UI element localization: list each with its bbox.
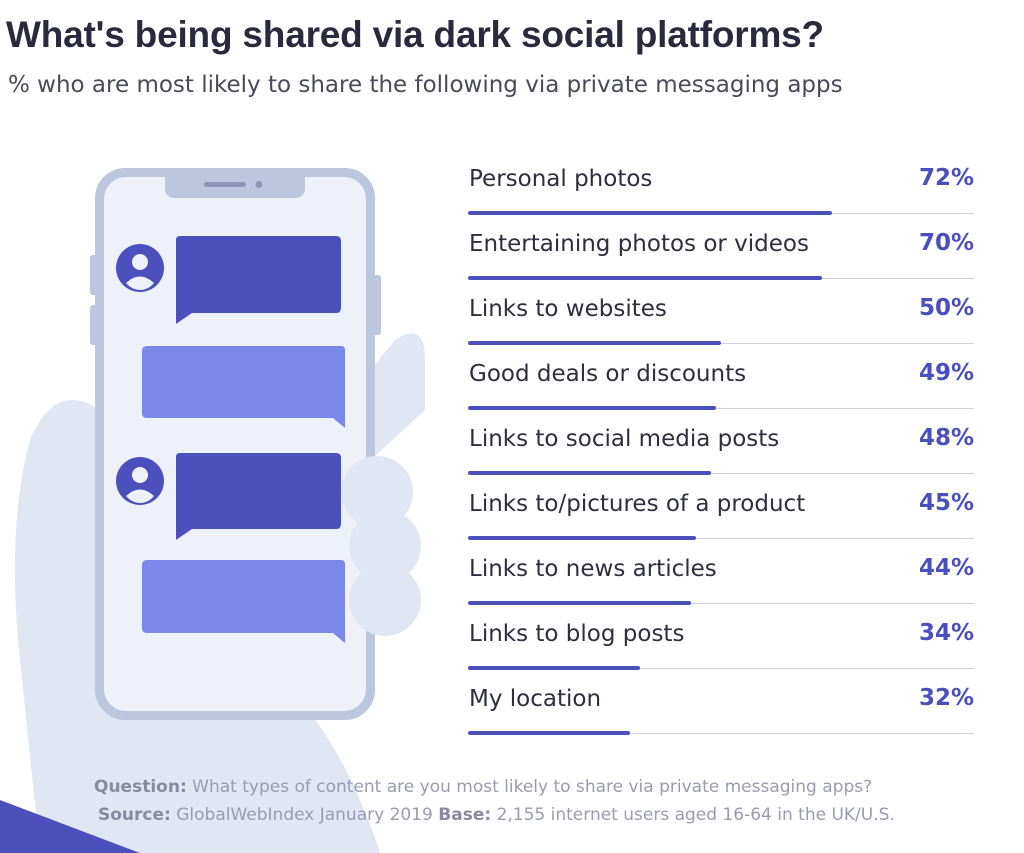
value-label: 70% <box>918 230 974 256</box>
base-label: Base: <box>438 805 492 825</box>
message-bubble-sent <box>142 346 345 428</box>
question-label: Question: <box>94 777 187 797</box>
bar <box>468 341 721 345</box>
category-label: Links to news articles <box>469 556 717 582</box>
question-text: What types of content are you most likel… <box>192 777 873 797</box>
bar-track <box>468 473 974 474</box>
bar-row: Entertaining photos or videos 70% <box>468 217 974 282</box>
bar-track <box>468 408 974 409</box>
value-label: 49% <box>918 360 974 386</box>
value-label: 45% <box>918 490 974 516</box>
category-label: Links to blog posts <box>469 621 685 647</box>
message-bubble-received <box>176 236 341 324</box>
base-text: 2,155 internet users aged 16-64 in the U… <box>496 805 895 825</box>
finger-shape <box>349 510 421 582</box>
chart-title: What's being shared via dark social plat… <box>6 14 824 55</box>
bar <box>468 211 832 215</box>
value-label: 44% <box>918 555 974 581</box>
sleeve-shape <box>0 800 140 853</box>
bar <box>468 601 691 605</box>
bar-track <box>468 343 974 344</box>
bar-track <box>468 733 974 734</box>
bar-row: Links to blog posts 34% <box>468 607 974 672</box>
category-label: Links to websites <box>469 296 667 322</box>
phone-in-hand-illustration <box>0 168 425 853</box>
bar-row: Links to websites 50% <box>468 282 974 347</box>
category-label: Links to/pictures of a product <box>469 491 806 517</box>
bar-track <box>468 603 974 604</box>
value-label: 32% <box>918 685 974 711</box>
value-label: 50% <box>918 295 974 321</box>
finger-shape <box>349 564 421 636</box>
bar-track <box>468 538 974 539</box>
category-label: My location <box>469 686 602 712</box>
message-bubble-sent <box>142 560 345 643</box>
bar-row: My location 32% <box>468 672 974 737</box>
hand-shape <box>14 400 380 853</box>
category-label: Entertaining photos or videos <box>469 231 809 257</box>
bar-row: Links to social media posts 48% <box>468 412 974 477</box>
question-note: Question: What types of content are you … <box>94 777 872 797</box>
source-text: GlobalWebIndex January 2019 <box>176 805 433 825</box>
value-label: 72% <box>918 165 974 191</box>
phone-notch <box>165 177 305 198</box>
phone-speaker <box>204 182 246 187</box>
value-label: 34% <box>918 620 974 646</box>
bar <box>468 536 696 540</box>
bar-row: Links to news articles 44% <box>468 542 974 607</box>
source-label: Source: <box>98 805 171 825</box>
chart-subtitle: % who are most likely to share the follo… <box>8 72 843 98</box>
bar <box>468 471 711 475</box>
category-label: Personal photos <box>469 166 653 192</box>
bar-track <box>468 668 974 669</box>
finger-shape <box>341 456 413 528</box>
bar <box>468 666 640 670</box>
value-label: 48% <box>918 425 974 451</box>
bar <box>468 406 716 410</box>
bar-row: Personal photos 72% <box>468 152 974 217</box>
bar <box>468 731 630 735</box>
bar-row: Good deals or discounts 49% <box>468 347 974 412</box>
source-note: Source: GlobalWebIndex January 2019 Base… <box>98 805 895 825</box>
bar-row: Links to/pictures of a product 45% <box>468 477 974 542</box>
category-label: Links to social media posts <box>469 426 780 452</box>
bar <box>468 276 822 280</box>
category-label: Good deals or discounts <box>469 361 747 387</box>
phone-camera <box>255 181 263 188</box>
message-bubble-received <box>176 453 341 540</box>
